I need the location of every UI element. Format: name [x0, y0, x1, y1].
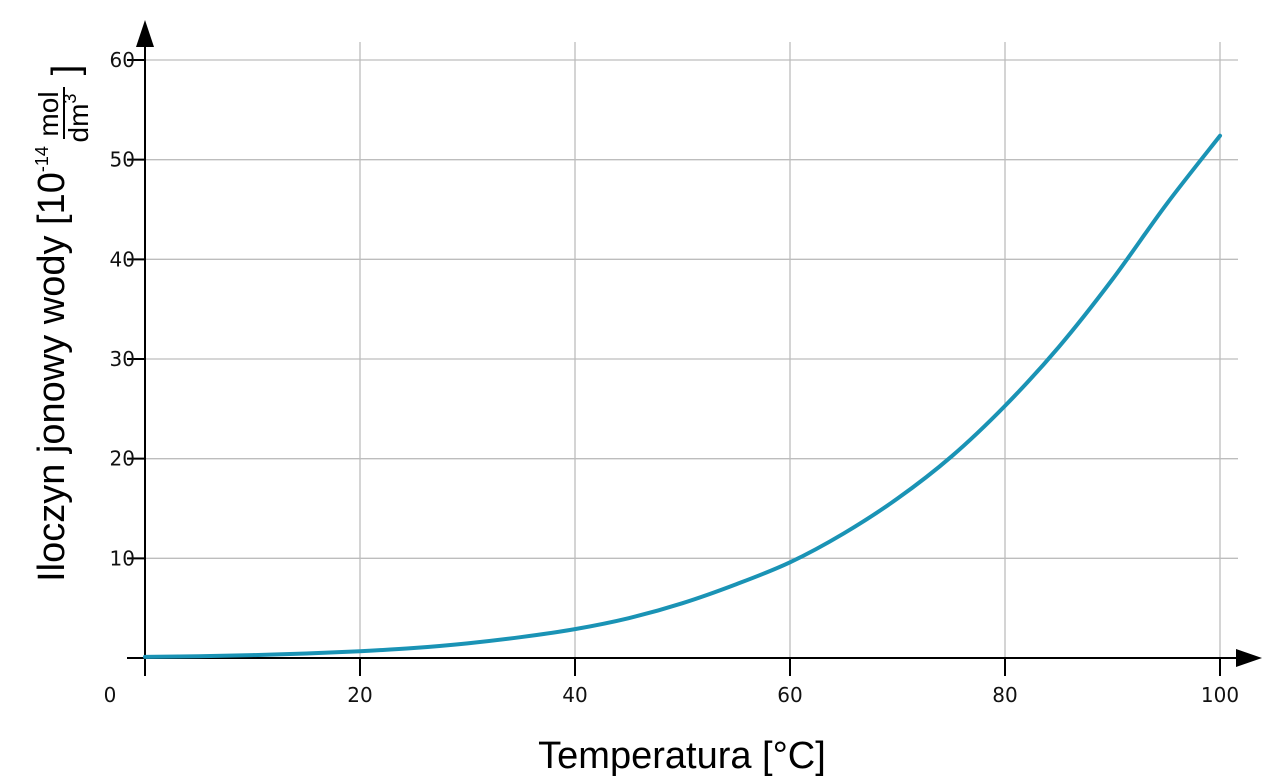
y-tick-label: 50	[110, 148, 135, 172]
y-tick-label: 30	[110, 347, 135, 371]
y-axis-title-main: Iloczyn jonowy wody [10	[31, 172, 73, 582]
y-tick-label: 60	[110, 48, 135, 72]
y-axis-title-exponent: -14	[32, 146, 52, 172]
x-tick-label: 40	[562, 683, 587, 707]
x-gridlines	[359, 42, 1221, 658]
y-tick-label: 10	[110, 546, 135, 570]
y-gridlines	[145, 59, 1238, 559]
y-tick-label: 20	[110, 447, 135, 471]
y-axis-title: Iloczyn jonowy wody [10-14	[31, 146, 73, 582]
y-axis-title-text: Iloczyn jonowy wody [10-14	[31, 146, 73, 582]
x-tick-label: 60	[777, 683, 802, 707]
origin-label: 0	[104, 683, 117, 707]
series-line	[143, 133, 1222, 659]
y-unit-denominator-exponent: 3	[60, 94, 80, 104]
x-ticks: 20 40 60 80 100	[144, 658, 1239, 707]
x-axis-arrow	[1236, 649, 1262, 667]
x-tick-label: 20	[347, 683, 372, 707]
x-tick-label: 100	[1201, 683, 1239, 707]
y-unit-close-bracket: ]	[45, 65, 87, 76]
x-axis-title: Temperatura [°C]	[538, 735, 826, 777]
x-tick-label: 80	[992, 683, 1017, 707]
y-ticks: 10 20 30 40 50 60	[110, 48, 145, 659]
y-tick-label: 40	[110, 247, 135, 271]
y-unit-numerator: mol	[33, 91, 64, 136]
y-unit-denominator-group: dm3	[60, 94, 94, 143]
y-axis-unit: mol dm3 ]	[33, 65, 94, 143]
y-unit-denominator: dm	[63, 104, 94, 143]
y-axis-arrow	[136, 20, 154, 47]
